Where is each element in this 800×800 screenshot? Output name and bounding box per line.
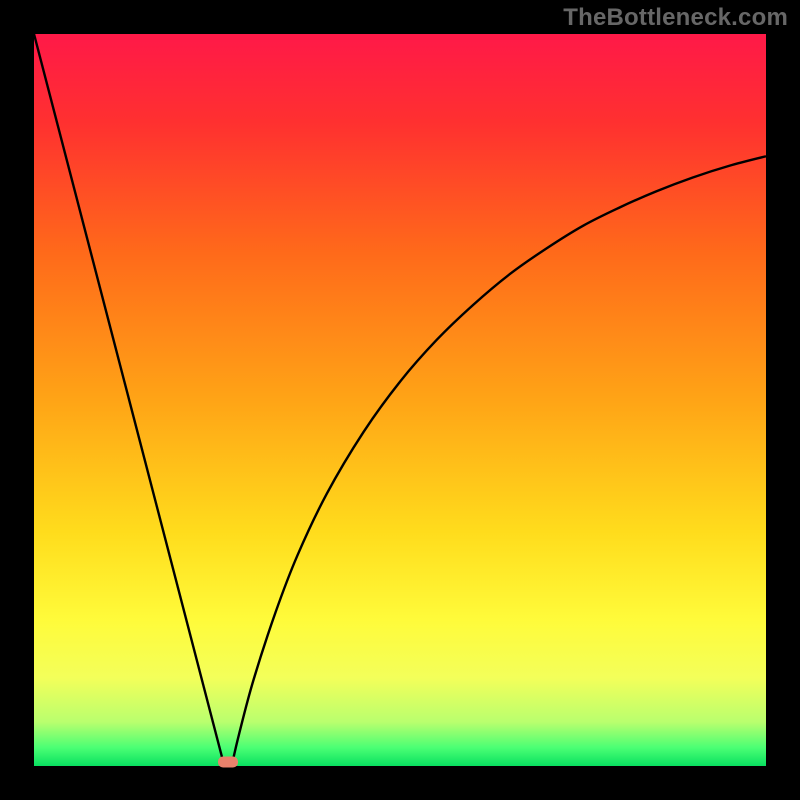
chart-canvas: TheBottleneck.com [0, 0, 800, 800]
curve-left-branch [34, 34, 224, 766]
minimum-marker [218, 756, 238, 767]
curve-right-branch [232, 156, 766, 766]
plot-area [34, 34, 766, 766]
curve-layer [34, 34, 766, 766]
watermark-text: TheBottleneck.com [563, 4, 788, 32]
